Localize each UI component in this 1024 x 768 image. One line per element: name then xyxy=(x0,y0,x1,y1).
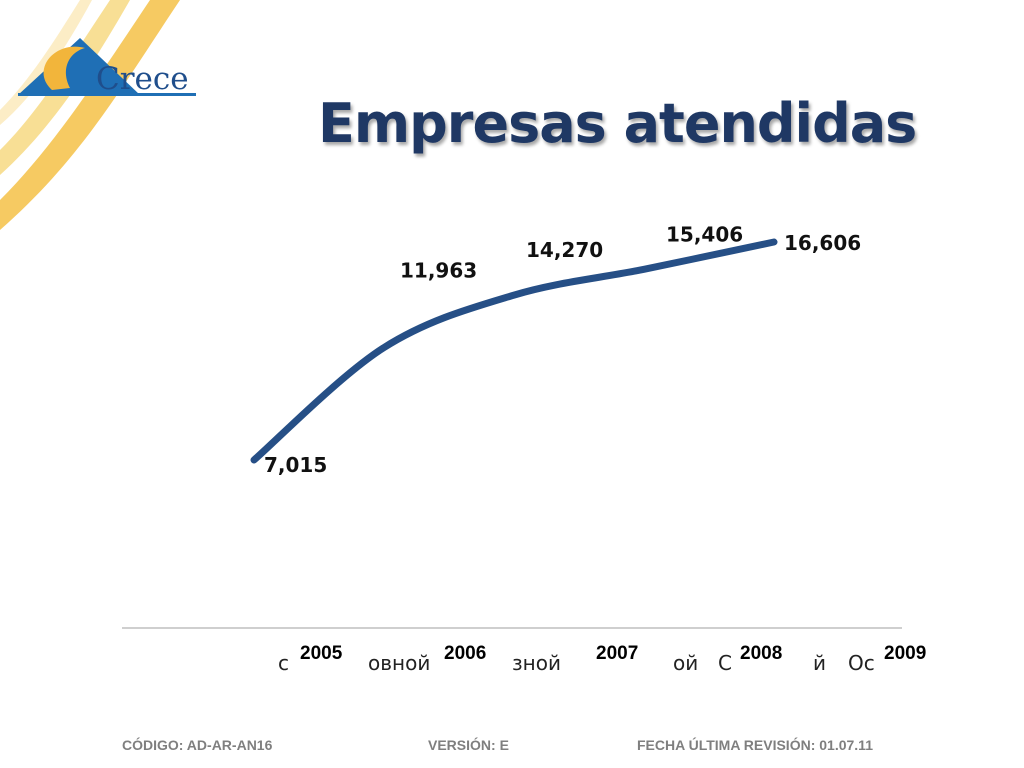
data-label: 7,015 xyxy=(264,453,327,477)
x-tick-label: 2005 xyxy=(300,643,343,664)
data-label: 16,606 xyxy=(784,231,861,255)
footer-code: CÓDIGO: AD-AR-AN16 xyxy=(122,737,273,753)
x-tick-label: 2007 xyxy=(596,643,638,664)
x-tick-label: 2008 xyxy=(740,643,782,664)
x-tick-label-bg xyxy=(736,640,796,664)
data-label: 14,270 xyxy=(526,238,603,262)
footer-version: VERSIÓN: E xyxy=(428,737,509,753)
x-tick-label-bg xyxy=(440,640,500,664)
logo-text: Crece xyxy=(96,61,189,97)
overlapped-label: ой xyxy=(673,651,698,675)
x-tick-label: 2009 xyxy=(884,643,926,664)
page-title: Empresas atendidas xyxy=(318,92,917,155)
overlapped-label: с xyxy=(278,651,289,675)
overlapped-label: зной xyxy=(512,651,561,675)
data-label: 15,406 xyxy=(666,222,743,246)
crece-logo: Crece xyxy=(0,0,196,230)
data-label: 11,963 xyxy=(400,259,477,283)
logo-swoosh-outer xyxy=(0,0,180,230)
x-tick-label: 2006 xyxy=(444,643,486,664)
overlapped-label: С xyxy=(718,651,732,675)
overlapped-label: Ос xyxy=(848,651,875,675)
footer-revision: FECHA ÚLTIMA REVISIÓN: 01.07.11 xyxy=(637,737,873,753)
series-line-empresas xyxy=(250,238,778,464)
logo-underline xyxy=(18,93,196,96)
x-tick-label-bg xyxy=(592,640,652,664)
x-tick-label-bg xyxy=(880,640,940,664)
x-tick-label-bg xyxy=(296,640,356,664)
logo-swirl-icon xyxy=(43,46,85,90)
overlapped-label: й xyxy=(813,651,826,675)
overlapped-label: овной xyxy=(368,651,430,675)
